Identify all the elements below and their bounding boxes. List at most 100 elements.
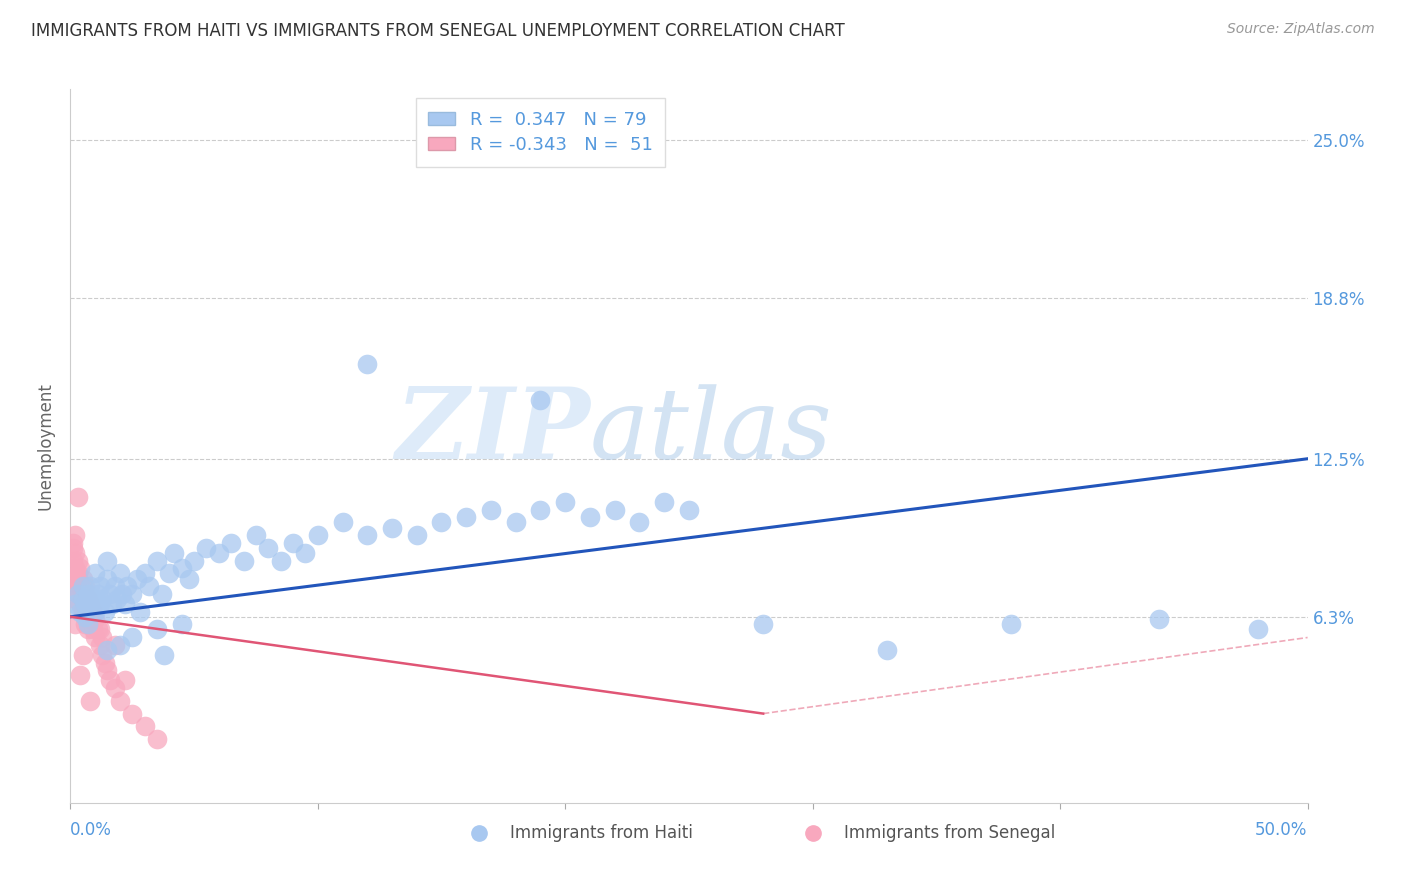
Point — [195, 541, 218, 555]
Point — [82, 605, 104, 619]
Point — [72, 579, 94, 593]
Point — [84, 605, 107, 619]
Y-axis label: Unemployment: Unemployment — [37, 382, 55, 510]
Point — [114, 597, 136, 611]
Point — [91, 630, 114, 644]
Point — [75, 617, 97, 632]
Point — [405, 528, 427, 542]
Point — [163, 546, 186, 560]
Point — [177, 572, 200, 586]
Point — [76, 617, 98, 632]
Point — [79, 694, 101, 708]
Point — [146, 623, 169, 637]
Point — [65, 597, 87, 611]
Point — [127, 572, 149, 586]
Point — [84, 630, 107, 644]
Point — [62, 572, 84, 586]
Point — [170, 617, 193, 632]
Point — [98, 673, 121, 688]
Point — [69, 597, 91, 611]
Point — [114, 673, 136, 688]
Point — [65, 561, 87, 575]
Point — [281, 536, 304, 550]
Point — [72, 605, 94, 619]
Point — [111, 587, 134, 601]
Point — [96, 663, 118, 677]
Point — [76, 623, 98, 637]
Point — [94, 605, 117, 619]
Point — [69, 605, 91, 619]
Point — [66, 587, 89, 601]
Text: ZIP: ZIP — [395, 384, 591, 480]
Point — [84, 612, 107, 626]
Point — [89, 638, 111, 652]
Point — [96, 572, 118, 586]
Point — [75, 609, 97, 624]
Point — [72, 648, 94, 662]
Legend: R =  0.347   N = 79, R = -0.343   N =  51: R = 0.347 N = 79, R = -0.343 N = 51 — [416, 98, 665, 167]
Point — [105, 591, 128, 606]
Point — [603, 502, 626, 516]
Point — [66, 566, 89, 581]
Point — [232, 554, 254, 568]
Point — [104, 579, 127, 593]
Point — [101, 597, 124, 611]
Point — [356, 358, 378, 372]
Point — [146, 732, 169, 747]
Point — [89, 579, 111, 593]
Point — [76, 587, 98, 601]
Point — [456, 510, 478, 524]
Point — [72, 587, 94, 601]
Point — [82, 623, 104, 637]
Point — [79, 612, 101, 626]
Point — [430, 516, 453, 530]
Text: Immigrants from Haiti: Immigrants from Haiti — [509, 824, 692, 842]
Point — [183, 554, 205, 568]
Point — [134, 566, 156, 581]
Point — [150, 587, 173, 601]
Point — [65, 591, 87, 606]
Point — [554, 495, 576, 509]
Point — [98, 587, 121, 601]
Point — [1000, 617, 1022, 632]
Point — [89, 623, 111, 637]
Point — [91, 591, 114, 606]
Point — [65, 617, 87, 632]
Point — [66, 554, 89, 568]
Point — [270, 554, 292, 568]
Point — [219, 536, 242, 550]
Point — [79, 597, 101, 611]
Point — [529, 502, 551, 516]
Point — [62, 554, 84, 568]
Point — [76, 591, 98, 606]
Point — [356, 528, 378, 542]
Point — [652, 495, 675, 509]
Point — [84, 566, 107, 581]
Point — [1247, 623, 1270, 637]
Point — [65, 528, 87, 542]
Point — [69, 561, 91, 575]
Point — [66, 572, 89, 586]
Point — [75, 597, 97, 611]
Text: 0.0%: 0.0% — [70, 821, 112, 838]
Point — [104, 638, 127, 652]
Point — [66, 490, 89, 504]
Point — [678, 502, 700, 516]
Point — [1147, 612, 1170, 626]
Point — [69, 579, 91, 593]
Point — [69, 668, 91, 682]
Point — [76, 605, 98, 619]
Point — [108, 694, 131, 708]
Point — [62, 536, 84, 550]
Point — [170, 561, 193, 575]
Point — [91, 648, 114, 662]
Point — [104, 681, 127, 695]
Point — [96, 554, 118, 568]
Point — [579, 510, 602, 524]
Point — [146, 554, 169, 568]
Point — [245, 528, 267, 542]
Text: 50.0%: 50.0% — [1256, 821, 1308, 838]
Text: Source: ZipAtlas.com: Source: ZipAtlas.com — [1227, 22, 1375, 37]
Point — [79, 579, 101, 593]
Point — [121, 587, 143, 601]
